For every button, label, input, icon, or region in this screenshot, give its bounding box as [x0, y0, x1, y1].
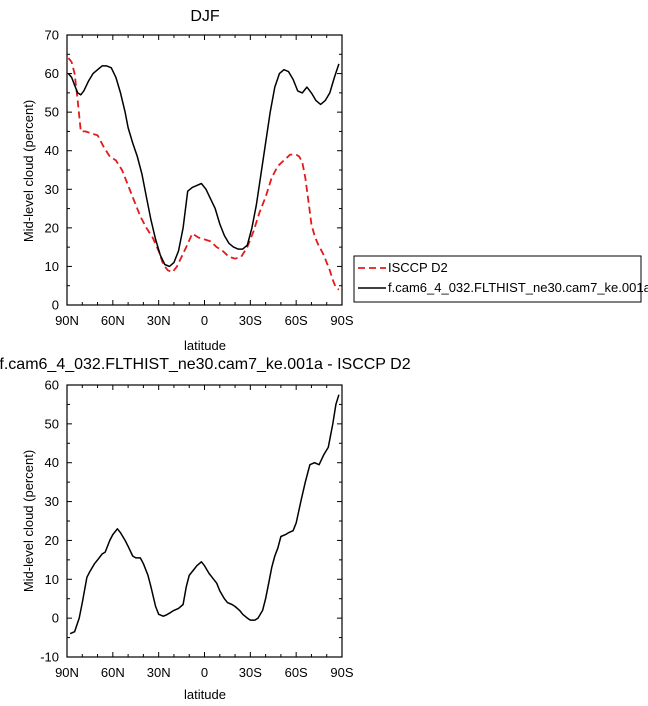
panel2-x-tick-label: 30S — [239, 665, 262, 680]
panel1-x-axis-label: latitude — [184, 338, 226, 353]
legend-label-model: f.cam6_4_032.FLTHIST_ne30.cam7_ke.001a — [388, 280, 648, 295]
panel2-y-tick-label: 10 — [45, 572, 59, 587]
panel1-series-line-1 — [67, 63, 340, 268]
panel2-x-tick-label: 90N — [55, 665, 79, 680]
panel2-x-tick-label: 0 — [201, 665, 208, 680]
panel2-y-tick-label: 20 — [45, 533, 59, 548]
panel2-series-line-0 — [69, 394, 340, 635]
panel1-y-tick-label: 10 — [45, 259, 59, 274]
panel1-plot-area: 90N 60N 30N 0 30S 60S 90S 0 10 20 30 40 50 60 70 — [45, 28, 354, 329]
panel1-x-tick-label: 60N — [101, 313, 125, 328]
panel-difference: f.cam6_4_032.FLTHIST_ne30.cam7_ke.001a -… — [0, 356, 411, 702]
panel2-x-tick-label: 30N — [147, 665, 171, 680]
panel2-y-tick-label: 0 — [52, 611, 59, 626]
panel1-frame — [66, 34, 343, 306]
panel2-y-tick-label: 50 — [45, 416, 59, 431]
panel2-y-axis-label: Mid-level cloud (percent) — [21, 450, 36, 592]
panel2-x-axis-label: latitude — [184, 687, 226, 702]
panel1-y-axis-label: Mid-level cloud (percent) — [21, 100, 36, 242]
panel1-x-tick-label: 0 — [201, 313, 208, 328]
panel1-y-tick-label: 70 — [45, 28, 59, 43]
panel1-x-tick-label: 90S — [330, 313, 353, 328]
panel2-y-tick-label: 30 — [45, 494, 59, 509]
panel2-y-tick-label: -10 — [40, 650, 59, 665]
panel1-x-tick-label: 90N — [55, 313, 79, 328]
panel1-y-tick-label: 60 — [45, 66, 59, 81]
panel1-legend: ISCCP D2 f.cam6_4_032.FLTHIST_ne30.cam7_… — [353, 255, 648, 303]
panel1-series-line-0 — [67, 57, 340, 291]
panel1-title: DJF — [190, 8, 220, 25]
panel1-x-tick-label: 30S — [239, 313, 262, 328]
panel1-y-tick-label: 40 — [45, 143, 59, 158]
panel1-y-tick-label: 50 — [45, 105, 59, 120]
panel2-y-tick-label: 60 — [45, 378, 59, 393]
panel-djf: DJF 90N 60N 30N 0 30S 60S 90S 0 10 20 30 40 50 60 70 l… — [21, 8, 354, 353]
legend-label-isccp-d2: ISCCP D2 — [388, 260, 448, 275]
panel2-y-tick-label: 40 — [45, 455, 59, 470]
panel1-y-tick-label: 0 — [52, 298, 59, 313]
panel2-title: f.cam6_4_032.FLTHIST_ne30.cam7_ke.001a -… — [0, 356, 411, 373]
panel1-x-tick-label: 60S — [285, 313, 308, 328]
panel2-plot-area: 90N 60N 30N 0 30S 60S 90S -10 0 10 20 30 40 50 60 — [40, 378, 354, 681]
panel1-y-tick-label: 30 — [45, 182, 59, 197]
panel1-y-tick-label: 20 — [45, 220, 59, 235]
panel2-x-tick-label: 60S — [285, 665, 308, 680]
panel2-x-tick-label: 90S — [330, 665, 353, 680]
panel1-x-tick-label: 30N — [147, 313, 171, 328]
panel2-frame — [66, 384, 343, 658]
panel2-x-tick-label: 60N — [101, 665, 125, 680]
legend-box — [353, 255, 642, 303]
